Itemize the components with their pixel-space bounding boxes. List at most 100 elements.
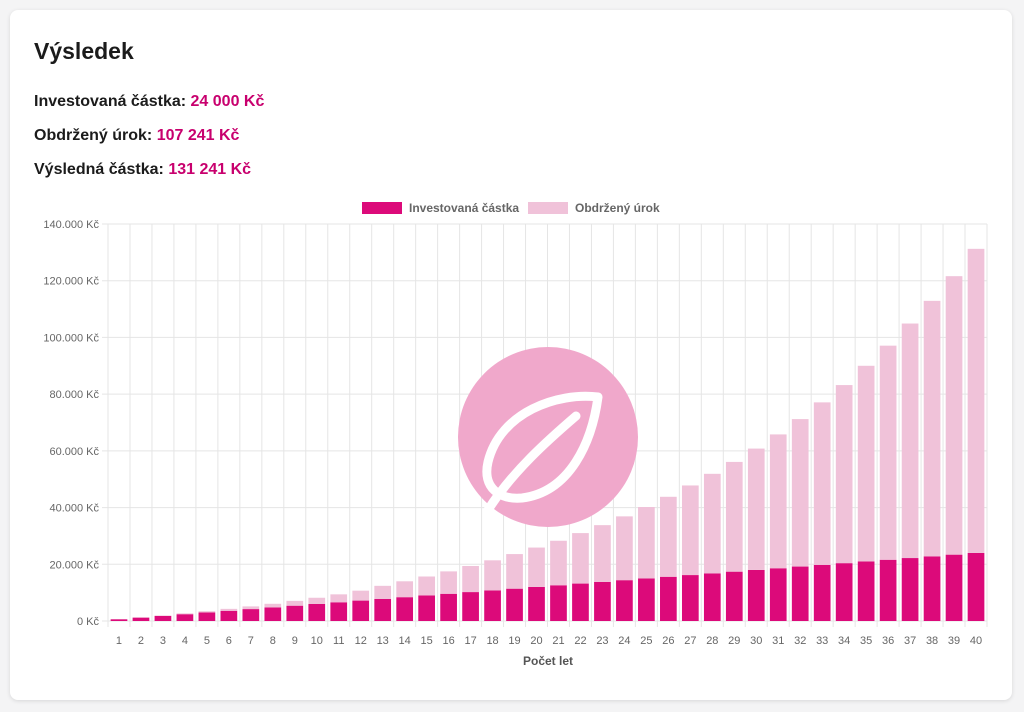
bar-invested bbox=[506, 588, 523, 621]
bar-interest bbox=[967, 248, 985, 553]
bar-interest bbox=[725, 461, 743, 572]
bar-invested bbox=[418, 595, 435, 621]
x-tick-label: 22 bbox=[574, 635, 586, 647]
legend-label: Obdržený úrok bbox=[575, 201, 660, 215]
bar-interest bbox=[945, 276, 963, 555]
bar-invested bbox=[484, 590, 501, 621]
bar-invested bbox=[528, 586, 545, 621]
x-tick-label: 34 bbox=[838, 635, 850, 647]
bar-interest bbox=[835, 385, 853, 564]
bar-interest bbox=[176, 613, 194, 615]
bar-invested bbox=[747, 569, 765, 621]
x-tick-label: 6 bbox=[226, 635, 232, 647]
bar-interest bbox=[308, 597, 326, 604]
x-tick-label: 7 bbox=[248, 635, 254, 647]
x-tick-label: 2 bbox=[138, 635, 144, 647]
x-tick-label: 12 bbox=[355, 635, 367, 647]
bar-interest bbox=[638, 507, 655, 579]
x-tick-label: 31 bbox=[772, 635, 784, 647]
y-tick-label: 0 Kč bbox=[77, 616, 100, 628]
leaf-outline-icon bbox=[482, 391, 603, 503]
legend-swatch bbox=[528, 202, 568, 214]
bar-interest bbox=[594, 525, 611, 582]
bar-invested bbox=[462, 592, 479, 621]
x-axis-title: Počet let bbox=[523, 654, 573, 668]
y-tick-label: 140.000 Kč bbox=[43, 219, 99, 231]
y-tick-label: 60.000 Kč bbox=[49, 446, 99, 458]
bar-invested bbox=[374, 598, 392, 621]
result-card: Výsledek Investovaná částka: 24 000 Kč O… bbox=[10, 10, 1012, 700]
x-tick-label: 16 bbox=[442, 635, 454, 647]
x-tick-label: 18 bbox=[486, 635, 498, 647]
bar-invested bbox=[550, 585, 567, 621]
x-tick-label: 37 bbox=[904, 635, 916, 647]
bar-invested bbox=[198, 612, 216, 621]
x-tick-label: 36 bbox=[882, 635, 894, 647]
bar-invested bbox=[638, 578, 655, 621]
bar-interest bbox=[418, 576, 435, 596]
x-tick-label: 19 bbox=[508, 635, 520, 647]
bar-invested bbox=[725, 571, 743, 621]
y-tick-label: 120.000 Kč bbox=[43, 276, 99, 288]
x-tick-label: 39 bbox=[948, 635, 960, 647]
invested-amount-value: 24 000 Kč bbox=[190, 93, 265, 110]
chart-legend: Investovaná částka Obdržený úrok bbox=[362, 201, 660, 215]
bar-invested bbox=[879, 559, 897, 621]
final-amount-label: Výsledná částka: bbox=[34, 161, 164, 178]
bar-interest bbox=[462, 565, 479, 593]
bar-invested bbox=[330, 602, 348, 621]
bar-invested bbox=[594, 581, 611, 621]
bar-invested bbox=[616, 580, 633, 621]
bar-invested bbox=[440, 593, 457, 621]
bar-interest bbox=[923, 300, 941, 557]
bar-invested bbox=[110, 619, 128, 621]
interest-amount-value: 107 241 Kč bbox=[156, 127, 240, 144]
x-tick-label: 26 bbox=[662, 635, 674, 647]
invested-amount-row: Investovaná částka: 24 000 Kč bbox=[34, 93, 264, 111]
bar-interest bbox=[769, 434, 787, 569]
bar-invested bbox=[352, 600, 370, 621]
interest-amount-label: Obdržený úrok: bbox=[34, 127, 153, 144]
invested-amount-label: Investovaná částka: bbox=[34, 93, 187, 110]
bar-interest bbox=[198, 611, 216, 613]
bar-interest bbox=[330, 594, 348, 603]
x-tick-label: 8 bbox=[270, 635, 276, 647]
bar-invested bbox=[154, 615, 172, 621]
bar-interest bbox=[879, 345, 897, 560]
bar-invested bbox=[220, 610, 238, 621]
x-tick-label: 21 bbox=[552, 635, 564, 647]
bar-interest bbox=[220, 608, 238, 611]
bar-interest bbox=[264, 603, 282, 608]
legend-swatch bbox=[362, 202, 402, 214]
bar-invested bbox=[901, 558, 919, 621]
x-tick-label: 20 bbox=[530, 635, 542, 647]
y-tick-label: 20.000 Kč bbox=[49, 559, 99, 571]
result-title: Výsledek bbox=[34, 38, 134, 64]
x-tick-label: 5 bbox=[204, 635, 210, 647]
leaf-logo-watermark bbox=[458, 347, 638, 527]
bar-invested bbox=[857, 561, 875, 621]
bar-invested bbox=[132, 617, 150, 621]
bar-interest bbox=[242, 606, 260, 610]
x-tick-label: 23 bbox=[596, 635, 608, 647]
bar-interest bbox=[286, 600, 304, 606]
x-tick-label: 27 bbox=[684, 635, 696, 647]
chart-bars bbox=[110, 248, 985, 621]
interest-amount-row: Obdržený úrok: 107 241 Kč bbox=[34, 127, 239, 145]
bar-interest bbox=[440, 571, 457, 594]
y-tick-label: 40.000 Kč bbox=[49, 503, 99, 515]
x-tick-label: 30 bbox=[750, 635, 762, 647]
bar-invested bbox=[945, 554, 963, 621]
x-tick-label: 25 bbox=[640, 635, 652, 647]
bar-invested bbox=[703, 573, 721, 621]
x-tick-label: 38 bbox=[926, 635, 938, 647]
x-tick-label: 1 bbox=[116, 635, 122, 647]
x-tick-label: 3 bbox=[160, 635, 166, 647]
bar-interest bbox=[747, 448, 765, 570]
x-tick-label: 14 bbox=[399, 635, 411, 647]
x-tick-label: 10 bbox=[311, 635, 323, 647]
bar-interest bbox=[681, 485, 699, 576]
bar-interest bbox=[660, 496, 677, 577]
final-amount-row: Výsledná částka: 131 241 Kč bbox=[34, 161, 251, 179]
bar-interest bbox=[572, 533, 589, 584]
